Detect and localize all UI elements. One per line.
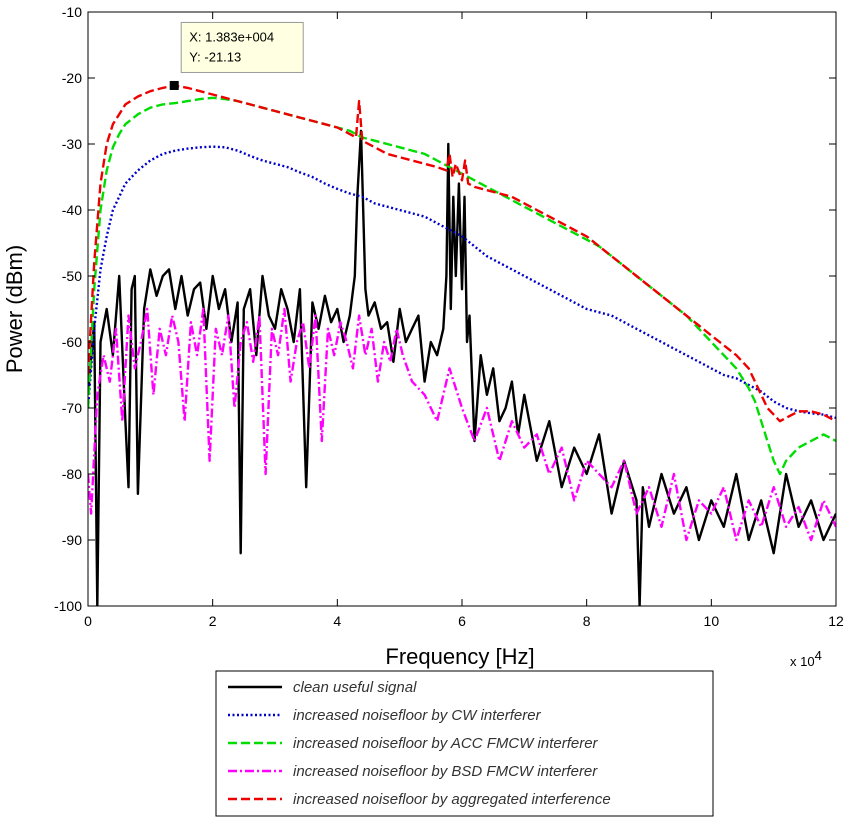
data-tip-x-text: X: 1.383e+004 [189, 29, 274, 44]
y-tick-label: -10 [62, 4, 82, 20]
series-line-5 [88, 84, 836, 423]
axis-tick-labels: 0 2 4 6 8 10 12 -100 -90 -80 -70 -60 -50 -40 -30 -20 -10 [54, 4, 844, 629]
y-tick-label: -70 [62, 400, 82, 416]
x-tick-label: 12 [828, 613, 844, 629]
legend-label-5: increased noisefloor by aggregated inter… [293, 791, 611, 808]
x-tick-label: 6 [458, 613, 466, 629]
axis-ticks [87, 11, 837, 607]
legend-items: clean useful signal increased noisefloor … [228, 679, 611, 808]
series-line-3 [88, 96, 836, 476]
y-tick-label: -50 [62, 268, 82, 284]
data-tip-y-text: Y: -21.13 [189, 49, 241, 64]
y-tick-label: -20 [62, 70, 82, 86]
legend-label-3: increased noisefloor by ACC FMCW interfe… [293, 735, 599, 752]
series-line-1 [88, 129, 836, 606]
legend-box [215, 670, 714, 817]
x-axis-exponent-power: 4 [815, 648, 822, 663]
y-tick-label: -80 [62, 466, 82, 482]
x-axis-label: Frequency [Hz] [385, 644, 534, 669]
x-tick-label: 2 [209, 613, 217, 629]
y-tick-label: -90 [62, 532, 82, 548]
series-line-4 [88, 307, 836, 542]
data-tip-box [180, 21, 304, 73]
data-tip[interactable]: X: 1.383e+004 Y: -21.13 [169, 21, 304, 90]
y-tick-label: -30 [62, 136, 82, 152]
y-tick-label: -60 [62, 334, 82, 350]
series-layer [88, 84, 836, 606]
y-tick-label: -100 [54, 598, 82, 614]
x-tick-label: 10 [704, 613, 720, 629]
series-line-2 [88, 145, 836, 420]
legend[interactable]: clean useful signal increased noisefloor … [215, 670, 714, 817]
legend-label-1: clean useful signal [293, 679, 417, 696]
x-axis-exponent: x 104 [790, 648, 822, 669]
legend-label-4: increased noisefloor by BSD FMCW interfe… [293, 763, 598, 780]
y-axis-label: Power (dBm) [2, 245, 27, 373]
x-axis-exponent-base: x 10 [790, 654, 815, 669]
legend-label-2: increased noisefloor by CW interferer [293, 707, 542, 724]
data-tip-marker[interactable] [169, 80, 179, 90]
x-tick-label: 4 [333, 613, 341, 629]
x-tick-label: 0 [84, 613, 92, 629]
x-tick-label: 8 [583, 613, 591, 629]
y-tick-label: -40 [62, 202, 82, 218]
